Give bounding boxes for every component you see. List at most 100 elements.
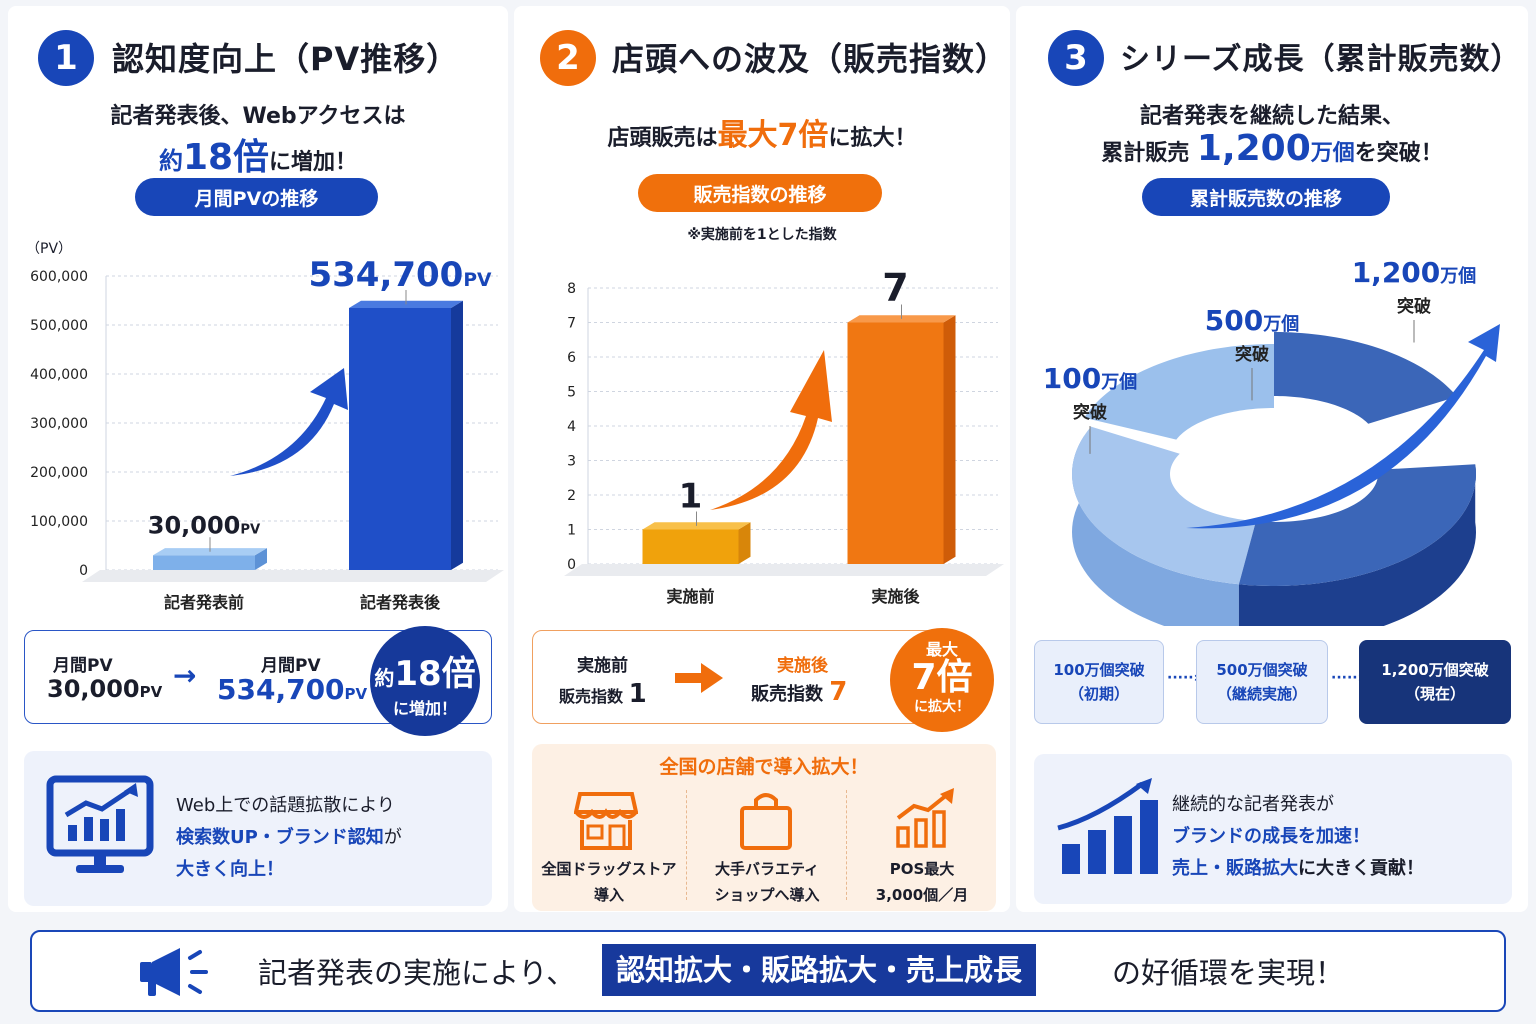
growth-arrow xyxy=(230,368,348,476)
y-tick-label: 500,000 xyxy=(30,318,88,334)
after-value: 販売指数 7 xyxy=(751,677,848,707)
bar-side xyxy=(738,522,751,564)
banner-suffix: の好循環を実現！ xyxy=(1112,956,1345,990)
y-axis-unit: （PV） xyxy=(26,241,73,257)
growth-info-box: 継続的な記者発表が ブランドの成長を加速！ 売上・販路拡大に大きく貢献！ xyxy=(1034,754,1512,904)
dotted-arrow-icon: ·····› xyxy=(1331,670,1364,686)
arrow-right-icon xyxy=(675,663,723,693)
stage-current: 1,200万個突破 （現在） xyxy=(1359,640,1511,724)
bar xyxy=(847,322,944,564)
y-tick-label: 4 xyxy=(567,419,576,435)
lead-line-2: 約18倍に増加！ xyxy=(8,128,508,180)
lead-line-1: 記者発表を継続した結果、 xyxy=(1139,104,1404,129)
section-number: 2 xyxy=(540,30,596,86)
y-tick-label: 8 xyxy=(567,281,576,297)
chart-title-pill: 月間PVの推移 xyxy=(135,178,378,216)
store-item-1: 全国ドラッグストア 導入 xyxy=(541,860,677,904)
section-title: 店頭への波及（販売指数） xyxy=(612,40,1009,78)
panel-cumulative: 3 シリーズ成長（累計販売数） 記者発表を継続した結果、 累計販売 1,200万… xyxy=(1016,6,1528,912)
summary-banner: 記者発表の実施により、 認知拡大・販路拡大・売上成長 の好循環を実現！ xyxy=(30,930,1506,1012)
after-label: 月間PV xyxy=(261,656,321,676)
growth-badge: 約18倍 に増加！ xyxy=(370,626,480,736)
chart-title-pill: 累計販売数の推移 xyxy=(1142,178,1390,216)
bar xyxy=(349,307,451,570)
ring-segment xyxy=(1274,332,1458,424)
y-tick-label: 6 xyxy=(567,350,576,366)
y-tick-label: 300,000 xyxy=(30,416,88,432)
monitor-chart-icon xyxy=(46,775,154,873)
y-tick-label: 3 xyxy=(567,454,576,470)
growth-badge: 最大 7倍 に拡大！ xyxy=(890,628,994,732)
x-category-label: 実施前 xyxy=(666,587,714,606)
y-tick-label: 0 xyxy=(567,557,576,573)
milestone-sub-label: 突破 xyxy=(1397,296,1431,317)
store-icon xyxy=(574,792,638,850)
store-item-2: 大手バラエティ ショップへ導入 xyxy=(714,860,820,904)
growth-arrow xyxy=(710,350,832,510)
sales-index-bar-chart: 0 1 2 3 4 5 6 7 8 1 実施前 7 実施後 xyxy=(564,266,1004,606)
chart-title-pill: 販売指数の推移 xyxy=(638,174,882,212)
banner-highlight: 認知拡大・販路拡大・売上成長 xyxy=(602,944,1037,996)
y-tick-label: 1 xyxy=(567,523,576,539)
shopping-bag-icon xyxy=(740,793,792,850)
store-item-3: POS最大 3,000個／月 xyxy=(875,860,969,904)
milestone-label: 500万個 xyxy=(1205,304,1299,337)
y-tick-label: 100,000 xyxy=(30,514,88,530)
y-tick-label: 600,000 xyxy=(30,269,88,285)
y-tick-label: 0 xyxy=(79,563,88,579)
chart-floor xyxy=(82,570,504,582)
info-line-1: 継続的な記者発表が xyxy=(1172,794,1334,815)
x-category-label: 記者発表前 xyxy=(164,593,244,612)
data-label: 1 xyxy=(679,477,703,517)
bar-top xyxy=(642,522,751,530)
lead-suffix: に増加！ xyxy=(269,150,358,175)
ring-segment-wall xyxy=(1238,464,1476,626)
bar-side xyxy=(943,315,956,564)
y-tick-label: 7 xyxy=(567,316,576,332)
data-label: 30,000PV xyxy=(148,511,261,539)
milestone-sub-label: 突破 xyxy=(1235,344,1269,365)
info-line-2: ブランドの成長を加速！ xyxy=(1172,826,1370,847)
data-label: 534,700PV xyxy=(308,255,492,295)
y-tick-label: 200,000 xyxy=(30,465,88,481)
before-label: 実施前 xyxy=(577,656,628,676)
chart-floor xyxy=(564,564,1004,576)
info-line-3: 大きく向上！ xyxy=(176,859,284,880)
pv-bar-chart: 0 100,000 200,000 300,000 400,000 500,000 600,… xyxy=(30,255,504,612)
milestone-sub-label: 突破 xyxy=(1073,402,1107,423)
after-label: 実施後 xyxy=(777,656,828,676)
bar-side xyxy=(451,300,463,570)
before-label: 月間PV xyxy=(53,656,113,676)
lead-line-1: 記者発表後、Webアクセスは xyxy=(110,104,406,129)
lead-line-2: 累計販売 1,200万個を突破！ xyxy=(1101,128,1443,169)
dotted-arrow-icon: ·····› xyxy=(1167,670,1200,686)
info-line-1: Web上での話題拡散により xyxy=(176,795,395,816)
stage-continuing: 500万個突破 （継続実施） xyxy=(1196,640,1328,724)
arrow-right-icon: → xyxy=(173,659,197,692)
section-number: 3 xyxy=(1048,30,1104,86)
stage-initial: 100万個突破 （初期） xyxy=(1034,640,1164,724)
before-value: 販売指数 1 xyxy=(559,679,647,709)
data-label: 7 xyxy=(882,266,908,310)
stores-box: 全国の店舗で導入拡大！ 全国ドラッグストア 導入 大手バラエティ ショップへ導入 P… xyxy=(532,744,996,911)
lead-prefix: 約 xyxy=(158,147,183,175)
lead-number: 18倍 xyxy=(182,137,270,178)
y-tick-label: 5 xyxy=(567,385,576,401)
panel-pv: 1 認知度向上（PV推移） 記者発表後、Webアクセスは 約18倍に増加！ 月間… xyxy=(8,6,508,912)
growth-chart-icon xyxy=(896,788,954,848)
y-tick-label: 2 xyxy=(567,488,576,504)
banner-prefix: 記者発表の実施により、 xyxy=(258,956,576,990)
section-number: 1 xyxy=(38,30,94,86)
section-title: シリーズ成長（累計販売数） xyxy=(1120,42,1522,77)
milestone-label: 100万個 xyxy=(1043,362,1137,395)
ring-segment xyxy=(1084,344,1274,440)
bar-growth-icon xyxy=(1057,778,1158,874)
section-title: 認知度向上（PV推移） xyxy=(112,40,460,78)
growth-arrow xyxy=(1186,324,1500,529)
info-line-2: 検索数UP・ブランド認知が xyxy=(176,827,402,848)
chart-note: ※実施前を1とした指数 xyxy=(687,227,837,243)
bar xyxy=(153,555,255,570)
megaphone-icon xyxy=(140,948,208,996)
info-line-3: 売上・販路拡大に大きく貢献！ xyxy=(1172,858,1424,879)
